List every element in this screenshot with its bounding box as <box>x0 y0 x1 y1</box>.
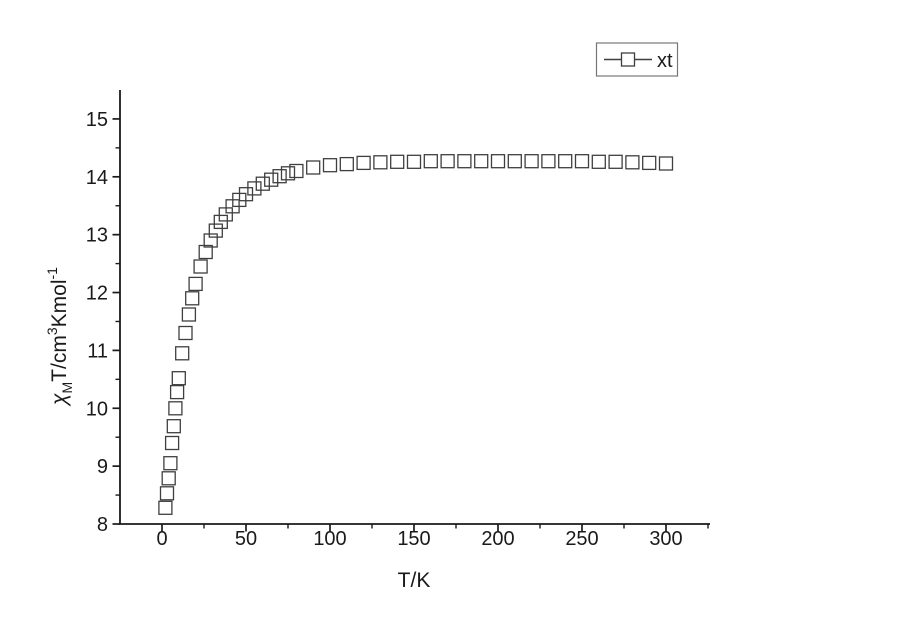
y-tick-label: 12 <box>86 283 108 305</box>
data-point <box>591 154 606 169</box>
data-point <box>213 214 228 230</box>
data-point <box>625 155 640 170</box>
data-point <box>175 346 190 361</box>
x-tick-label: 250 <box>565 528 598 550</box>
y-tick-label: 14 <box>86 167 108 189</box>
data-point <box>185 291 200 306</box>
x-tick-label: 300 <box>649 528 682 550</box>
data-point <box>608 154 623 169</box>
data-point <box>208 223 223 238</box>
x-tick-label: 50 <box>235 528 257 550</box>
data-point <box>159 486 175 501</box>
data-point <box>339 156 354 172</box>
data-point <box>166 419 181 434</box>
data-point <box>406 154 422 169</box>
data-point <box>490 154 506 169</box>
x-tick-label: 100 <box>313 528 346 550</box>
y-tick-label: 11 <box>87 340 108 362</box>
data-point <box>322 158 338 173</box>
legend-marker-square-icon <box>620 52 636 67</box>
legend: xt <box>595 42 679 77</box>
data-point <box>574 154 590 169</box>
data-point <box>642 155 657 171</box>
data-point <box>306 160 321 175</box>
data-point <box>440 154 455 169</box>
data-point <box>272 169 287 184</box>
data-point <box>280 166 296 181</box>
data-point <box>188 276 203 292</box>
data-point <box>158 500 173 515</box>
data-point <box>474 154 489 169</box>
y-tick-label: 10 <box>86 398 108 420</box>
x-tick-label: 200 <box>481 528 514 550</box>
data-point <box>658 156 674 171</box>
data-point <box>255 176 270 191</box>
data-point <box>247 181 262 196</box>
data-point <box>169 384 185 400</box>
data-point <box>161 471 176 486</box>
y-tick-label: 13 <box>86 225 108 247</box>
data-point <box>171 371 186 386</box>
y-axis-title-part: χ <box>48 393 71 407</box>
x-axis-title: T/K <box>398 569 431 592</box>
y-tick-label: 15 <box>86 109 108 131</box>
data-point <box>541 154 556 169</box>
data-point <box>203 233 218 248</box>
y-axis-title: χMT/cm3Kmol-1 <box>44 267 75 407</box>
data-point <box>193 259 208 274</box>
x-tick-label: 150 <box>397 528 430 550</box>
data-point <box>198 244 213 260</box>
data-point <box>457 154 472 169</box>
data-point <box>178 325 193 341</box>
data-point <box>181 307 197 322</box>
y-axis-title-part: -1 <box>44 267 60 280</box>
data-point <box>168 401 183 416</box>
data-point <box>373 155 388 170</box>
y-axis-title-part: 3 <box>44 327 60 335</box>
legend-label: xt <box>657 50 673 72</box>
data-point <box>289 163 304 179</box>
data-point <box>238 187 254 202</box>
y-axis-title-part: Kmol <box>48 280 71 328</box>
data-point <box>507 154 522 169</box>
data-point <box>264 172 279 187</box>
data-point <box>423 154 438 169</box>
data-point <box>164 435 180 451</box>
data-point <box>558 154 573 169</box>
data-point <box>356 155 371 171</box>
data-point <box>524 154 539 169</box>
y-tick-label: 9 <box>97 456 108 478</box>
data-point <box>163 456 178 471</box>
data-point <box>390 154 405 169</box>
y-axis-title-part: T/cm <box>48 335 71 382</box>
y-tick-label: 8 <box>97 514 108 536</box>
x-tick-label: 0 <box>156 528 167 550</box>
y-axis-title-part: M <box>59 382 75 394</box>
